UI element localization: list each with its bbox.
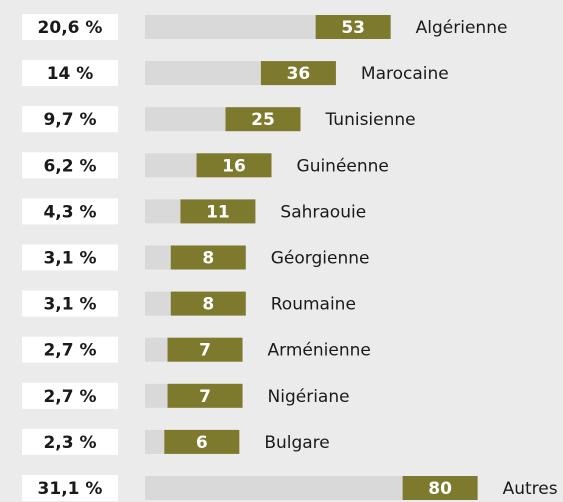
- share-label: 3,1 %: [43, 295, 96, 315]
- value-label: 80: [428, 479, 452, 499]
- category-label: Marocaine: [361, 64, 449, 84]
- share-label: 2,7 %: [43, 387, 96, 407]
- bar: [167, 383, 243, 408]
- value-label: 25: [251, 110, 275, 130]
- share-label: 6,2 %: [43, 156, 96, 176]
- bar: [164, 429, 240, 454]
- share-box: [22, 14, 118, 40]
- bar: [167, 337, 243, 362]
- bar: [170, 291, 246, 316]
- share-label: 9,7 %: [43, 110, 96, 130]
- share-box: [22, 106, 118, 133]
- category-label: Arménienne: [268, 341, 371, 361]
- bar: [260, 61, 336, 86]
- category-label: Algérienne: [416, 18, 508, 38]
- bar: [196, 153, 272, 178]
- share-label: 2,3 %: [43, 433, 96, 453]
- category-label: Géorgienne: [271, 249, 370, 269]
- share-box: [22, 382, 118, 409]
- bar: [180, 199, 256, 224]
- share-label: 14 %: [47, 64, 94, 84]
- category-label: Tunisienne: [325, 110, 416, 130]
- share-label: 31,1 %: [38, 479, 103, 499]
- value-label: 53: [341, 18, 365, 38]
- share-label: 4,3 %: [43, 202, 96, 222]
- value-label: 36: [287, 64, 311, 84]
- category-label: Guinéenne: [297, 156, 389, 176]
- share-box: [22, 152, 118, 179]
- value-label: 7: [199, 341, 211, 361]
- share-label: 20,6 %: [38, 18, 103, 38]
- share-box: [22, 428, 118, 455]
- category-label: Roumaine: [271, 295, 356, 315]
- value-label: 8: [202, 295, 214, 315]
- bar: [170, 245, 246, 270]
- value-label: 7: [199, 387, 211, 407]
- share-box: [22, 336, 118, 363]
- category-label: Sahraouie: [280, 202, 366, 222]
- category-label: Bulgare: [264, 433, 329, 453]
- value-label: 6: [196, 433, 208, 453]
- share-box: [22, 244, 118, 271]
- bar: [225, 107, 301, 132]
- bar: [402, 476, 478, 500]
- share-label: 2,7 %: [43, 341, 96, 361]
- share-box: [22, 290, 118, 317]
- share-label: 3,1 %: [43, 249, 96, 269]
- share-box: [22, 60, 118, 87]
- category-label: Autres: [503, 479, 558, 499]
- value-label: 8: [202, 249, 214, 269]
- share-box: [22, 198, 118, 225]
- value-label: 11: [206, 202, 230, 222]
- share-box: [22, 475, 118, 501]
- bar: [315, 15, 391, 39]
- value-label: 16: [222, 156, 246, 176]
- category-label: Nigériane: [268, 387, 350, 407]
